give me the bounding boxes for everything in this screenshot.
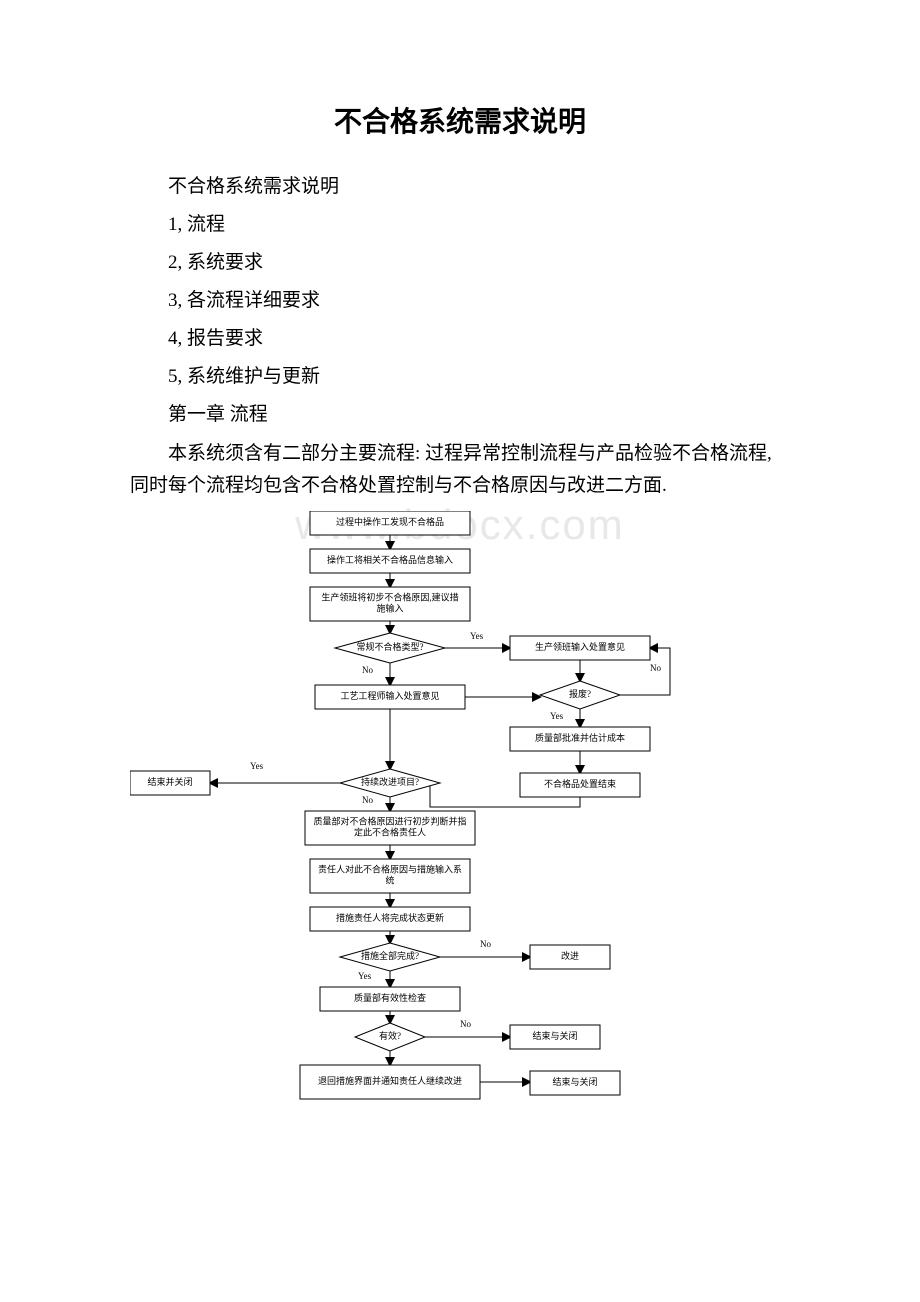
flow-edge-label: No: [480, 939, 491, 949]
flow-node-label: 责任人对此不合格原因与措施输入系: [318, 863, 462, 874]
flow-edge-label: Yes: [550, 711, 564, 721]
flow-node-label: 质量部批准并估计成本: [535, 732, 625, 743]
flow-node-label: 过程中操作工发现不合格品: [336, 516, 444, 527]
flow-node-label: 质量部有效性检查: [354, 992, 426, 1003]
flow-node-label: 不合格品处置结束: [544, 778, 616, 789]
flow-node-label: 报废?: [569, 688, 591, 699]
flow-node-label: 质量部对不合格原因进行初步判断并指: [313, 815, 466, 826]
flow-node-label: 统: [385, 874, 394, 885]
flow-node-label: 持续改进项目?: [361, 776, 419, 787]
toc-item-2: 2, 系统要求: [130, 244, 790, 282]
flow-edge-label: No: [650, 663, 661, 673]
toc-item-5: 5, 系统维护与更新: [130, 358, 790, 396]
flow-node-label: 结束与关闭: [552, 1076, 597, 1087]
flow-node-label: 生产领班输入处置意见: [535, 641, 625, 652]
flow-node-label: 工艺工程师输入处置意见: [340, 690, 439, 701]
chapter-body: 本系统须含有二部分主要流程: 过程异常控制流程与产品检验不合格流程,同时每个流程…: [130, 438, 790, 503]
flow-node-label: 退回措施界面并通知责任人继续改进: [318, 1075, 462, 1086]
flow-node-label: 结束与关闭: [532, 1030, 577, 1041]
flow-node-label: 生产领班将初步不合格原因,建议措: [321, 591, 458, 602]
flow-node-label: 有效?: [379, 1030, 401, 1041]
flow-node-label: 措施责任人将完成状态更新: [336, 912, 444, 923]
flow-edge-label: Yes: [250, 761, 264, 771]
flow-edge-label: No: [362, 795, 373, 805]
toc-item-3: 3, 各流程详细要求: [130, 282, 790, 320]
flow-node-label: 改进: [561, 950, 579, 961]
chapter-heading: 第一章 流程: [130, 396, 790, 434]
flow-node-label: 措施全部完成?: [361, 950, 419, 961]
flow-node-label: 结束并关闭: [147, 776, 192, 787]
flowchart-container: www.bdocx.com YesNoYesNoYesNoNoYesNo过程中操…: [130, 511, 790, 1116]
document-title: 不合格系统需求说明: [130, 100, 790, 140]
flow-node-label: 操作工将相关不合格品信息输入: [327, 554, 453, 565]
flow-edge-label: No: [362, 665, 373, 675]
flow-node-label: 定此不合格责任人: [354, 826, 426, 837]
toc-item-1: 1, 流程: [130, 206, 790, 244]
flow-node-label: 常规不合格类型?: [357, 641, 424, 652]
flow-edge-label: Yes: [358, 971, 372, 981]
flowchart: Yes No Yes No Yes No No Yes No 过程中操作工发现不合格品操作工将相关…: [130, 511, 690, 1111]
flow-edge-label: Yes: [470, 631, 484, 641]
toc-item-4: 4, 报告要求: [130, 320, 790, 358]
flow-node-label: 施输入: [376, 602, 403, 613]
subtitle: 不合格系统需求说明: [130, 168, 790, 206]
flow-edge-label: No: [460, 1019, 471, 1029]
